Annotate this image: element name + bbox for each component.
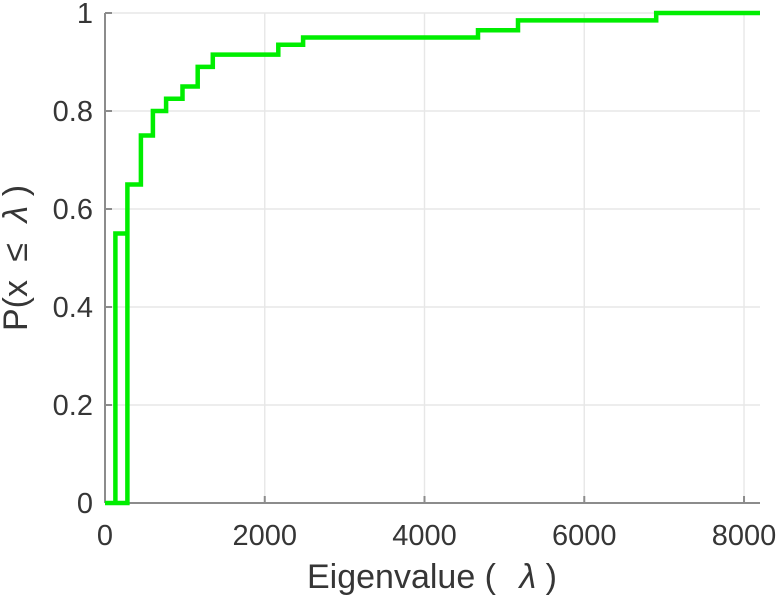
y-tick-label: 0.8: [53, 96, 93, 128]
y-axis-label-close: ): [0, 185, 35, 196]
lambda-symbol: λ: [0, 206, 35, 225]
gridlines: [104, 12, 760, 504]
y-tick-label: 0.2: [53, 390, 93, 422]
x-tick-label: 4000: [392, 520, 457, 552]
lambda-symbol: λ: [517, 558, 536, 596]
y-tick-label: 1: [77, 0, 93, 30]
x-tick-label: 6000: [552, 520, 617, 552]
y-tick-label: 0.4: [53, 292, 93, 324]
x-axis-label-text: Eigenvalue (: [307, 558, 497, 596]
x-tick-label: 2000: [232, 520, 297, 552]
x-tick-label: 0: [97, 520, 113, 552]
ecdf-line: [105, 10, 760, 506]
x-tick-label: 8000: [712, 520, 777, 552]
y-tick-label: 0.6: [53, 194, 93, 226]
y-axis-label-text: P(x: [0, 280, 35, 331]
leq-symbol: ≤: [0, 243, 35, 262]
x-axis-label-close: ): [546, 558, 557, 596]
y-tick-label: 0: [77, 488, 93, 520]
axes-spines: [104, 13, 760, 504]
tick-labels: 0 2000 4000 6000 8000 0 0.2 0.4 0.6 0.8 1: [53, 0, 777, 552]
x-axis-label: Eigenvalue ( λ ): [307, 558, 557, 596]
y-axis-label: P(x ≤ λ ): [0, 185, 35, 331]
